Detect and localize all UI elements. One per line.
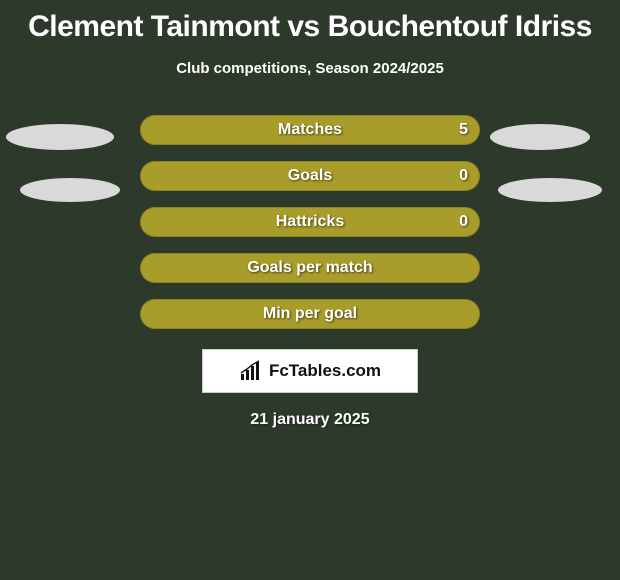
page-title: Clement Tainmont vs Bouchentouf Idriss: [0, 0, 620, 44]
logo-box: FcTables.com: [202, 349, 418, 393]
decorative-ellipse: [6, 124, 114, 150]
decorative-ellipse: [20, 178, 120, 202]
stat-row: Goals per match: [0, 245, 620, 291]
stat-bar: [140, 161, 480, 191]
decorative-ellipse: [490, 124, 590, 150]
logo: FcTables.com: [239, 360, 381, 382]
stat-row: Min per goal: [0, 291, 620, 337]
stat-row: Hattricks 0: [0, 199, 620, 245]
date-text: 21 january 2025: [0, 411, 620, 429]
decorative-ellipse: [498, 178, 602, 202]
stat-bar: [140, 115, 480, 145]
stat-bar: [140, 253, 480, 283]
page-subtitle: Club competitions, Season 2024/2025: [0, 60, 620, 77]
stat-bar: [140, 299, 480, 329]
stat-bar: [140, 207, 480, 237]
logo-text: FcTables.com: [269, 361, 381, 381]
chart-bars-icon: [239, 360, 265, 382]
